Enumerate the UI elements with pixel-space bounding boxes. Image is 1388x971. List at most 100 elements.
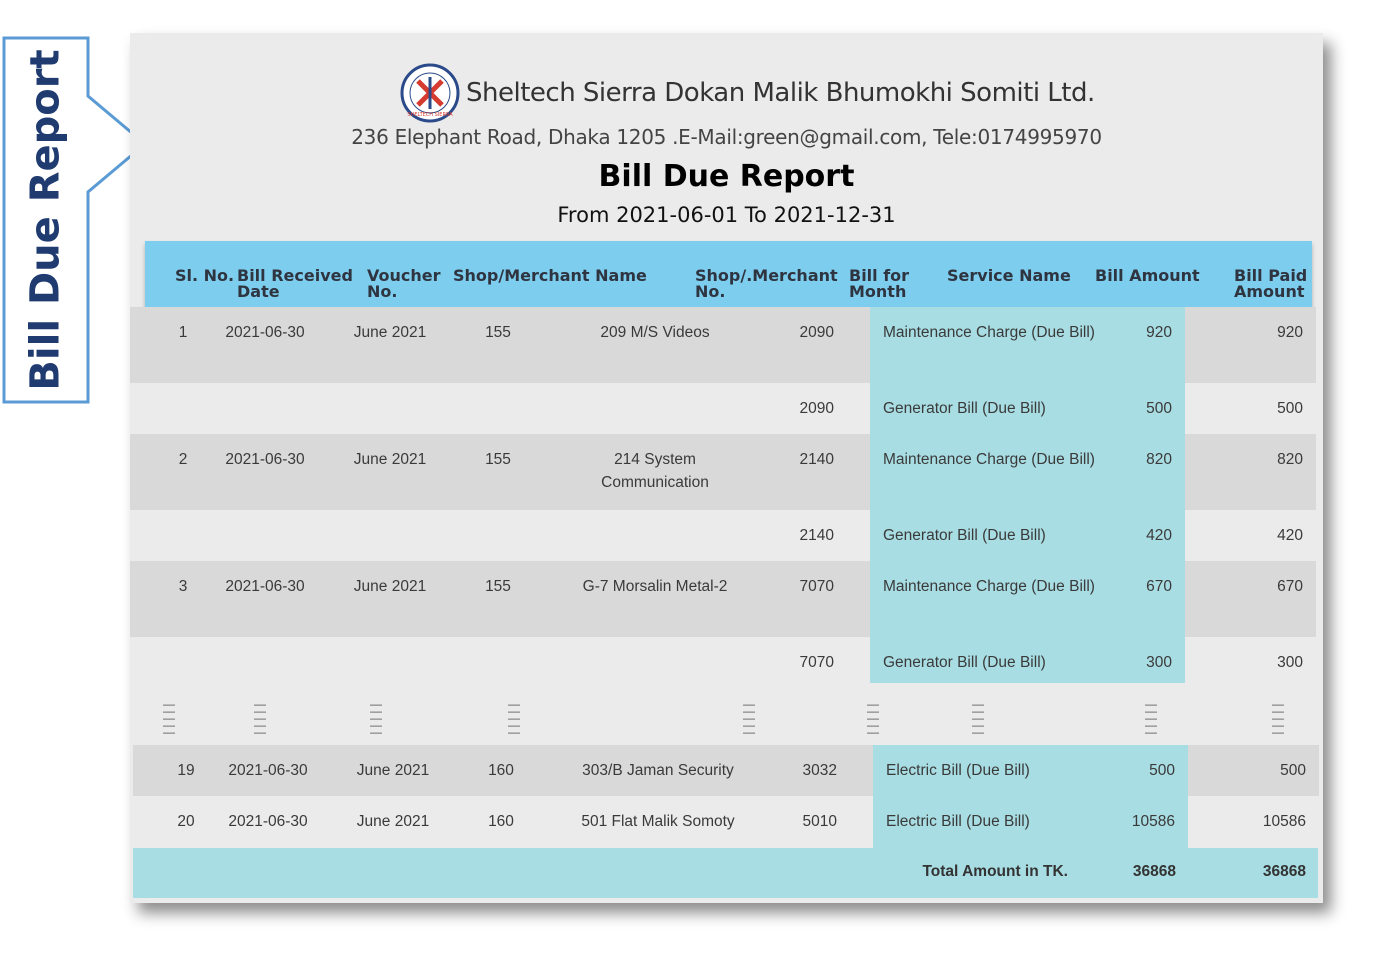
date-cell: 2021-06-30: [225, 324, 305, 341]
bill-amount-cell: 420: [1146, 527, 1172, 544]
col-voucher-no: Voucher No.: [367, 266, 441, 301]
col-bill-paid-amount: Bill Paid Amount: [1234, 266, 1308, 301]
table-header: Sl. No. Bill Received Date Voucher No. Sho…: [145, 241, 1312, 307]
col-shop-merchant-no: Shop/.Merchant No.: [695, 266, 838, 301]
table-row: 7070 Generator Bill (Due Bill) 300 300: [130, 637, 1316, 683]
voucher-cell: 160: [488, 762, 514, 779]
voucher-cell: 160: [488, 813, 514, 830]
month-cell: June 2021: [353, 324, 427, 341]
date-cell: 2021-06-30: [228, 813, 308, 830]
table-row: 20 2021-06-30 June 2021 160 501 Flat Malik S…: [133, 796, 1319, 848]
vertical-ellipsis-icon: — — — — —: [254, 697, 266, 739]
total-paid-amount: 36868: [1262, 863, 1306, 880]
vertical-ellipsis-icon: — — — — —: [370, 697, 382, 739]
shop-no-cell: 7070: [799, 654, 834, 671]
table-row: 2 2021-06-30 June 2021 155 214 System Commun…: [130, 434, 1316, 510]
paid-amount-cell: 500: [1277, 400, 1303, 417]
service-cell: Electric Bill (Due Bill): [886, 762, 1030, 779]
total-label: Total Amount in TK.: [922, 863, 1068, 880]
service-cell: Generator Bill (Due Bill): [883, 400, 1046, 417]
vertical-ellipsis-icon: — — — — —: [743, 697, 755, 739]
sl-cell: 20: [177, 813, 195, 830]
month-cell: June 2021: [356, 762, 430, 779]
table-row: 2140 Generator Bill (Due Bill) 420 420: [130, 510, 1316, 561]
col-service-name: Service Name: [947, 266, 1071, 285]
company-logo-icon: SHELTECH SIERRA: [400, 63, 460, 123]
sl-cell: 19: [177, 762, 195, 779]
vertical-ellipsis-icon: — — — — —: [867, 697, 879, 739]
callout-arrow-shape: [2, 36, 148, 404]
service-cell-bg: [870, 637, 1185, 683]
shop-no-cell: 2140: [799, 451, 834, 468]
paid-amount-cell: 670: [1277, 578, 1303, 595]
vertical-ellipsis-icon: — — — — —: [1272, 697, 1284, 739]
shop-name-cell: 303/B Jaman Security: [582, 762, 734, 779]
vertical-ellipsis-icon: — — — — —: [163, 697, 175, 739]
service-cell: Maintenance Charge (Due Bill): [883, 451, 1095, 468]
vertical-ellipsis-icon: — — — — —: [508, 697, 520, 739]
service-cell-bg: [870, 434, 1185, 510]
shop-no-cell: 2140: [799, 527, 834, 544]
paid-amount-cell: 420: [1277, 527, 1303, 544]
shop-name-cell: 501 Flat Malik Somoty: [581, 813, 735, 830]
col-bill-amount: Bill Amount: [1095, 266, 1200, 285]
table-row: 19 2021-06-30 June 2021 160 303/B Jaman Secu…: [133, 745, 1319, 796]
service-cell-bg: [873, 796, 1188, 848]
paid-amount-cell: 10586: [1262, 813, 1306, 830]
table-row: 1 2021-06-30 June 2021 155 209 M/S Videos 209…: [130, 307, 1316, 383]
col-sl-no: Sl. No.: [175, 266, 235, 285]
paid-amount-cell: 500: [1280, 762, 1306, 779]
callout-label: Bill Due Report: [23, 49, 70, 391]
total-row: Total Amount in TK. 36868 36868: [133, 848, 1318, 898]
table-row: 2090 Generator Bill (Due Bill) 500 500: [130, 383, 1316, 434]
report-title: Bill Due Report: [598, 159, 855, 194]
voucher-cell: 155: [485, 324, 511, 341]
report-card: SHELTECH SIERRA Sheltech Sierra Dokan Ma…: [130, 33, 1323, 903]
company-header: SHELTECH SIERRA Sheltech Sierra Dokan Ma…: [400, 63, 1095, 123]
voucher-cell: 155: [485, 578, 511, 595]
service-cell-bg: [870, 510, 1185, 561]
paid-amount-cell: 820: [1277, 451, 1303, 468]
bill-amount-cell: 820: [1146, 451, 1172, 468]
service-cell-bg: [870, 307, 1185, 383]
report-period: From 2021-06-01 To 2021-12-31: [557, 203, 896, 227]
date-cell: 2021-06-30: [228, 762, 308, 779]
shop-no-cell: 3032: [802, 762, 837, 779]
shop-no-cell: 2090: [799, 324, 834, 341]
service-cell: Generator Bill (Due Bill): [883, 527, 1046, 544]
company-address: 236 Elephant Road, Dhaka 1205 .E-Mail:gr…: [351, 125, 1102, 149]
sl-cell: 1: [178, 324, 188, 341]
bill-amount-cell: 670: [1146, 578, 1172, 595]
shop-no-cell: 7070: [799, 578, 834, 595]
sl-cell: 2: [178, 451, 188, 468]
month-cell: June 2021: [353, 451, 427, 468]
voucher-cell: 155: [485, 451, 511, 468]
service-cell-bg: [870, 561, 1185, 637]
bill-amount-cell: 500: [1146, 400, 1172, 417]
paid-amount-cell: 300: [1277, 654, 1303, 671]
col-shop-merchant-name: Shop/Merchant Name: [453, 266, 647, 285]
bill-amount-cell: 10586: [1131, 813, 1175, 830]
paid-amount-cell: 920: [1277, 324, 1303, 341]
service-cell: Electric Bill (Due Bill): [886, 813, 1030, 830]
vertical-ellipsis-icon: — — — — —: [1145, 697, 1157, 739]
month-cell: June 2021: [356, 813, 430, 830]
sl-cell: 3: [178, 578, 188, 595]
col-bill-received-date: Bill Received Date: [237, 266, 353, 301]
table-row: 3 2021-06-30 June 2021 155 G-7 Morsalin Meta…: [130, 561, 1316, 637]
svg-text:SHELTECH SIERRA: SHELTECH SIERRA: [407, 112, 453, 118]
date-cell: 2021-06-30: [225, 578, 305, 595]
service-cell-bg: [873, 745, 1188, 796]
col-bill-for-month: Bill for Month: [849, 266, 910, 301]
bill-amount-cell: 920: [1146, 324, 1172, 341]
service-cell: Maintenance Charge (Due Bill): [883, 324, 1095, 341]
bill-due-report-callout: [0, 36, 150, 406]
shop-no-cell: 5010: [802, 813, 837, 830]
omitted-rows-indicator: — — — — — — — — — — — — — — — — — — — — — — — — — — — — — — — — — — — — — — — —…: [130, 683, 1323, 745]
vertical-ellipsis-icon: — — — — —: [972, 697, 984, 739]
month-cell: June 2021: [353, 578, 427, 595]
total-bill-amount: 36868: [1132, 863, 1176, 880]
service-cell: Generator Bill (Due Bill): [883, 654, 1046, 671]
bill-amount-cell: 500: [1149, 762, 1175, 779]
shop-name-cell: 214 System Communication: [601, 451, 709, 491]
